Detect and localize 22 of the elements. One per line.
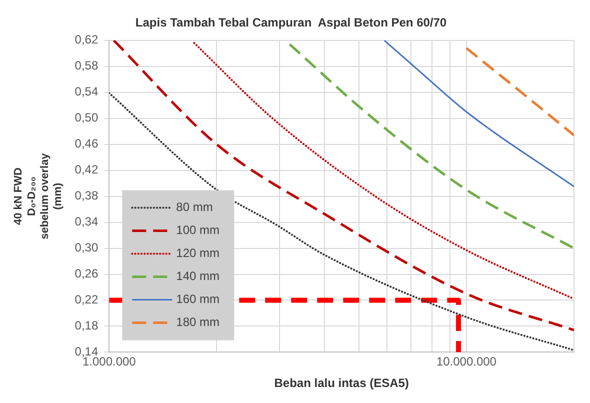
legend-label: 140 mm: [176, 269, 220, 284]
legend-label: 100 mm: [176, 223, 220, 238]
y-tick-label: 0,42: [74, 162, 98, 177]
y-tick-label: 0,38: [74, 188, 98, 203]
y-tick-label: 0,30: [74, 240, 98, 255]
y-tick-label: 0,54: [74, 84, 98, 99]
legend-label: 120 mm: [176, 246, 220, 260]
y-tick-label: 0,26: [74, 266, 98, 281]
chart-title: Lapis Tambah Tebal Campuran Aspal Beton Pen 60/70: [135, 16, 447, 30]
legend-label: 80 mm: [176, 200, 213, 214]
y-tick-label: 0,18: [74, 318, 98, 333]
legend-label: 180 mm: [176, 315, 220, 330]
y-axis-title: 40 kN FWD D₀-D₂₀₀ sebelum overlay (mm): [12, 152, 64, 240]
x-axis-title: Beban lalu intas (ESA5): [274, 376, 409, 390]
y-tick-label: 0,50: [74, 110, 98, 125]
y-tick-label: 0,46: [74, 136, 98, 151]
y-tick-label: 0,58: [74, 58, 98, 73]
legend-label: 160 mm: [176, 292, 220, 306]
y-tick-label: 0,62: [74, 32, 98, 47]
y-tick-label: 0,34: [74, 214, 98, 229]
x-tick-label: 10.000.000: [436, 354, 497, 369]
y-tick-label: 0,22: [74, 292, 98, 307]
